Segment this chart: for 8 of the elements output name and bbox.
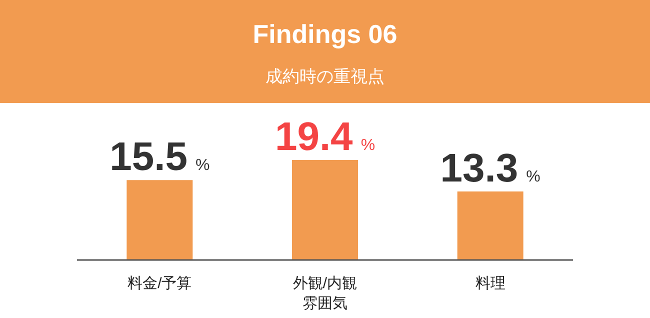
x-tick-label: 料金/予算 [128,275,192,292]
x-tick-label: 外観/内観雰囲気 [292,275,358,312]
data-label: 19.4 % [274,115,376,159]
data-label: 15.5 % [110,135,210,180]
data-label: 13.3 % [440,146,540,190]
chart-subtitle: 成約時の重視点 [266,67,384,86]
chart-title: Findings 06 [252,19,398,49]
x-tick-label: 料理 [475,275,506,292]
